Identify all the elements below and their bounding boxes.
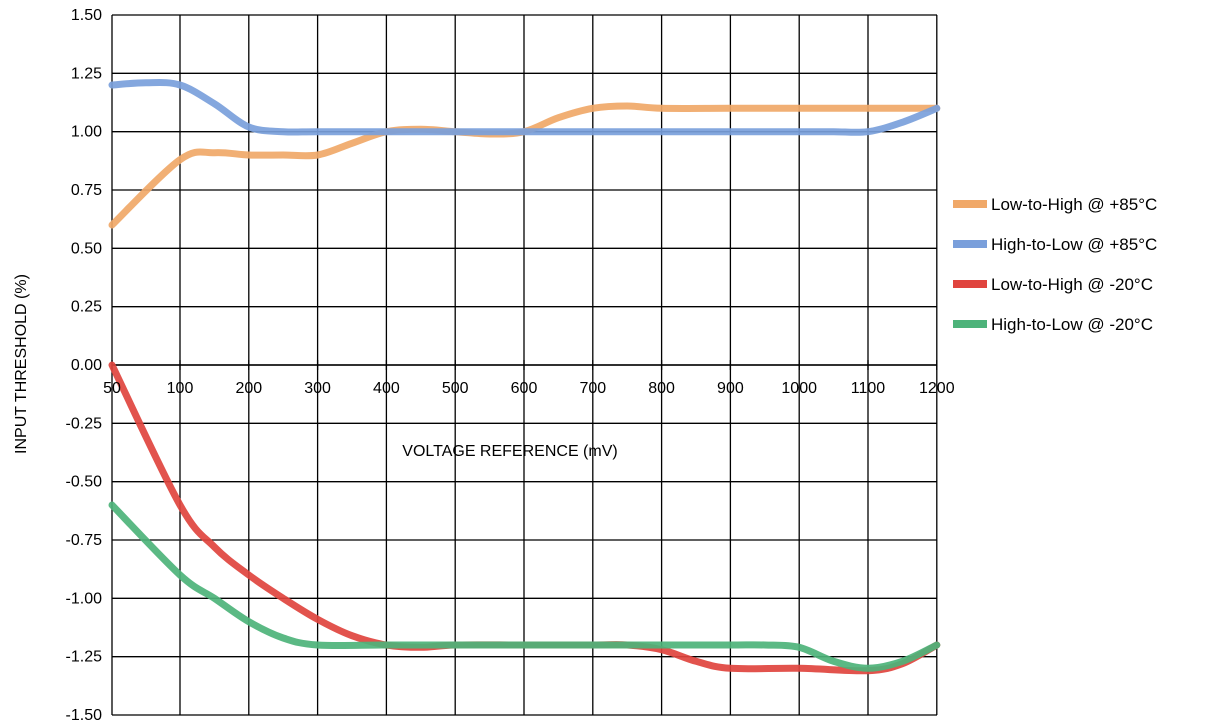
x-tick-label: 200	[235, 380, 262, 397]
x-tick-label: 600	[511, 380, 538, 397]
y-tick-labels: 1.50 1.25 1.00 0.75 0.50 0.25 0.00 -0.25 -0.50 -0…	[66, 7, 103, 724]
legend-swatch-1	[953, 200, 987, 208]
y-tick-label: -0.75	[66, 532, 103, 549]
legend-label-4: High-to-Low @ -20°C	[991, 315, 1153, 334]
y-tick-label: 1.50	[71, 7, 102, 24]
legend-swatch-3	[953, 280, 987, 288]
x-tick-label: 1200	[919, 380, 955, 397]
y-axis-title: INPUT THRESHOLD (%)	[13, 274, 30, 454]
series-line-4	[108, 501, 941, 672]
x-tick-label: 100	[167, 380, 194, 397]
y-tick-label: -0.25	[66, 415, 103, 432]
y-tick-label: 0.25	[71, 299, 102, 316]
x-tick-labels: 50 100 200 300 400 500 600 700 800 900 1000 1100 120…	[103, 380, 955, 397]
y-tick-label: -0.50	[66, 474, 103, 491]
legend-label-1: Low-to-High @ +85°C	[991, 195, 1157, 214]
x-tick-label: 1100	[851, 380, 886, 397]
x-tick-label: 300	[304, 380, 331, 397]
legend-label-3: Low-to-High @ -20°C	[991, 275, 1153, 294]
legend: Low-to-High @ +85°C High-to-Low @ +85°C Lo…	[953, 195, 1157, 334]
x-tick-label: 700	[579, 380, 606, 397]
x-tick-label: 800	[648, 380, 675, 397]
legend-swatch-4	[953, 320, 987, 328]
x-tick-label: 400	[373, 380, 400, 397]
y-tick-label: 0.00	[71, 357, 102, 374]
x-tick-label: 1000	[781, 380, 817, 397]
y-tick-label: 1.25	[71, 65, 102, 82]
y-tick-label: 0.75	[71, 182, 102, 199]
x-axis-title: VOLTAGE REFERENCE (mV)	[402, 443, 617, 460]
legend-label-2: High-to-Low @ +85°C	[991, 235, 1157, 254]
y-tick-label: 0.50	[71, 240, 102, 257]
x-tick-label: 900	[717, 380, 744, 397]
y-tick-label: -1.50	[66, 707, 103, 724]
series-line-2	[108, 79, 941, 136]
y-tick-label: -1.25	[66, 649, 103, 666]
y-tick-label: -1.00	[66, 590, 103, 607]
x-tick-label: 500	[442, 380, 469, 397]
legend-swatch-2	[953, 240, 987, 248]
y-tick-label: 1.00	[71, 124, 102, 141]
x-tick-label: 50	[103, 380, 121, 397]
series-lines	[108, 79, 941, 675]
